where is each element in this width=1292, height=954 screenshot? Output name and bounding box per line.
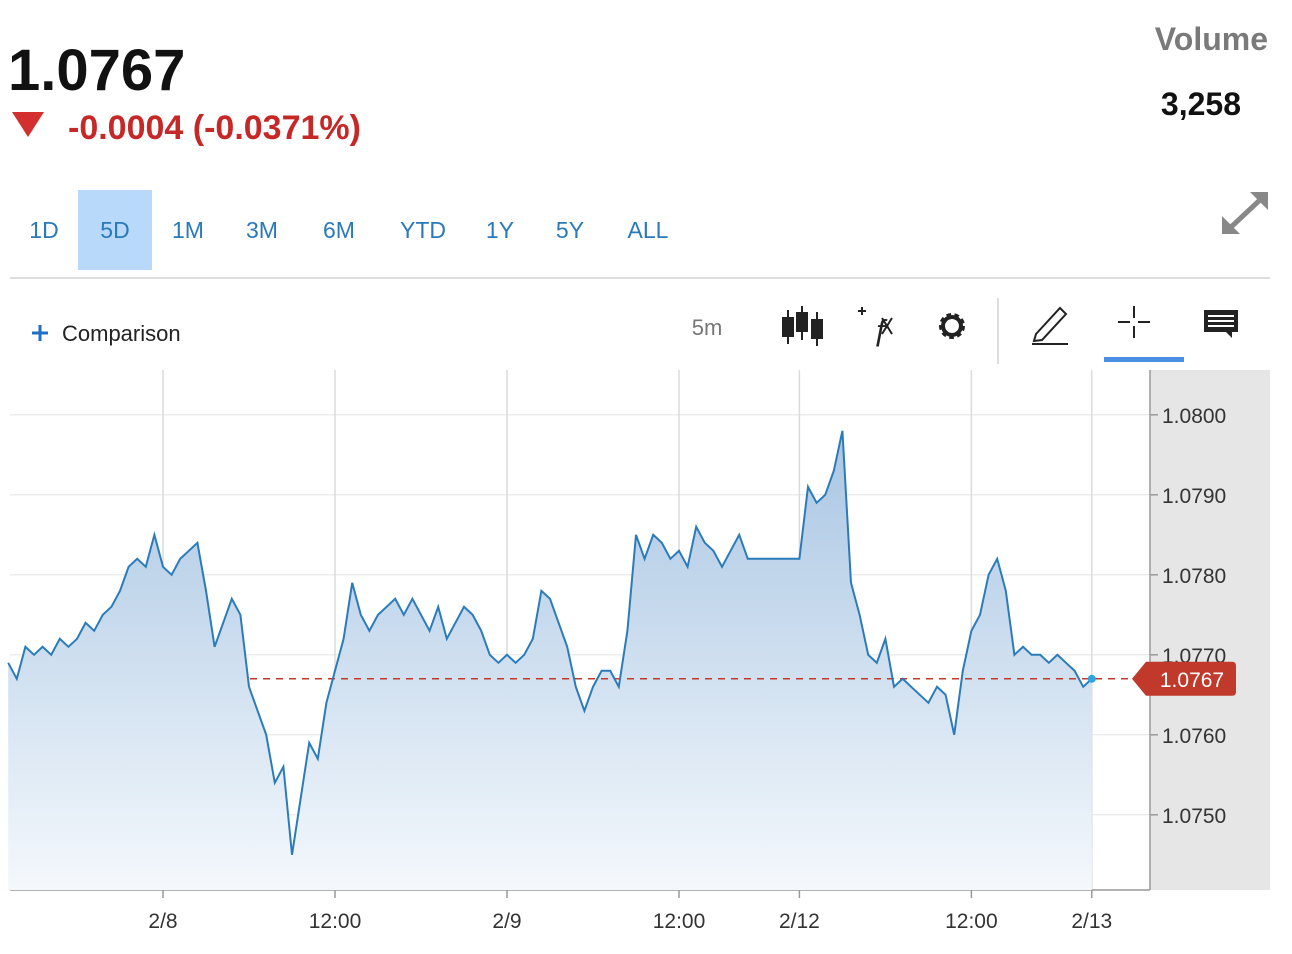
range-tab[interactable]: ALL	[628, 217, 669, 243]
range-tab[interactable]: 5D	[100, 217, 129, 243]
interval[interactable]: 5m	[692, 315, 723, 340]
range-tab[interactable]: 1D	[29, 217, 58, 243]
x-tick-label: 12:00	[309, 910, 362, 933]
y-tick-label: 1.0800	[1162, 405, 1226, 428]
fx-icon: ƒ	[872, 314, 889, 347]
y-axis-panel	[1150, 370, 1270, 890]
settings-icon[interactable]	[939, 313, 965, 339]
range-tab[interactable]: 1Y	[486, 217, 514, 243]
down-arrow	[12, 112, 44, 137]
range-tabs: 1D 5D 1M 3M 6M YTD 1Y 5Y ALL	[29, 190, 669, 270]
crosshair-icon[interactable]	[1118, 306, 1150, 338]
comparison-label: Comparison	[62, 321, 181, 346]
x-tick-label: 2/13	[1071, 910, 1112, 933]
x-tick-label: 12:00	[653, 910, 706, 933]
price-change: -0.0004 (-0.0371%)	[68, 109, 361, 147]
range-tab[interactable]: 3M	[246, 217, 278, 243]
range-tab[interactable]: YTD	[400, 217, 446, 243]
last-price-label: 1.0767	[1160, 669, 1224, 692]
fullscreen-icon[interactable]	[1222, 192, 1268, 234]
volume-label: Volume	[1155, 21, 1268, 57]
y-tick-label: 1.0750	[1162, 805, 1226, 828]
active-tool-underline	[1104, 357, 1184, 362]
last-point	[1087, 674, 1096, 683]
annotation-icon[interactable]	[1204, 310, 1238, 338]
comparison-button[interactable]: Comparison	[32, 321, 181, 346]
x-tick-label: 2/8	[148, 910, 177, 933]
line	[7, 430, 1093, 855]
range-tab[interactable]: 5Y	[556, 217, 584, 243]
range-tab[interactable]: 6M	[323, 217, 355, 243]
price: 1.0767	[8, 38, 185, 103]
indicators-icon[interactable]: ƒ	[858, 307, 893, 347]
x-tick-label: 2/9	[492, 910, 521, 933]
x-tick-label: 12:00	[945, 910, 998, 933]
volume-value: 3,258	[1161, 86, 1241, 122]
candlestick-icon[interactable]	[782, 306, 823, 346]
y-tick-label: 1.0790	[1162, 485, 1226, 508]
last-price-badge	[1132, 661, 1236, 696]
draw-icon[interactable]	[1032, 306, 1068, 345]
y-tick-label: 1.0780	[1162, 565, 1226, 588]
plus-icon	[32, 325, 48, 341]
y-tick-label: 1.0760	[1162, 725, 1226, 748]
area	[8, 430, 1092, 890]
range-tab-selected	[78, 190, 152, 270]
range-tab[interactable]: 1M	[172, 217, 204, 243]
x-tick-label: 2/12	[779, 910, 820, 933]
